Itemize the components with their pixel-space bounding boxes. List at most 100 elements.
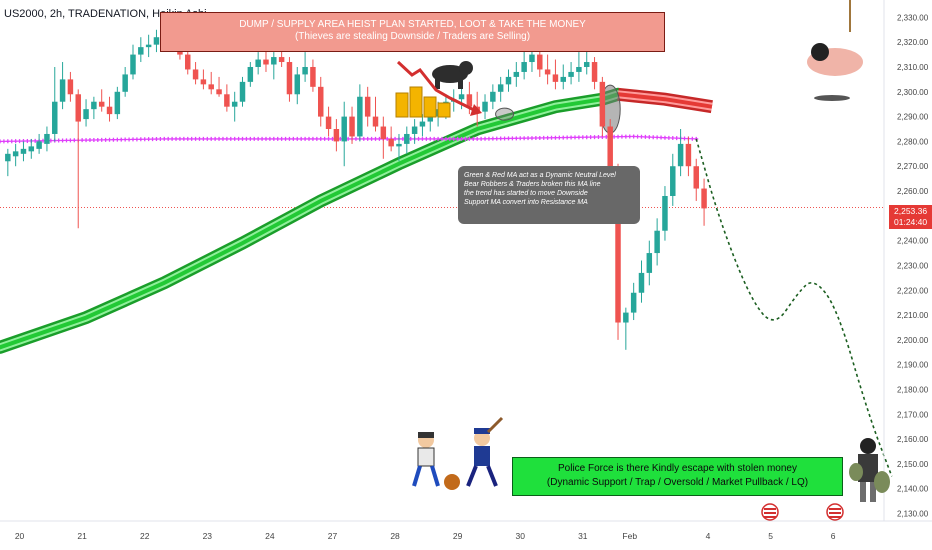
candle-body [59, 79, 66, 102]
hanging-robber-icon [807, 0, 863, 101]
magenta-ma-marker [651, 135, 656, 140]
magenta-ma-marker [142, 137, 147, 142]
candle-body [560, 76, 566, 82]
magenta-ma-marker [494, 136, 499, 141]
magenta-ma-marker [670, 136, 675, 141]
price-tick-label: 2,300.00 [897, 88, 929, 97]
date-tick-label: 30 [515, 531, 525, 541]
magenta-ma-marker [267, 136, 272, 141]
price-tick-label: 2,160.00 [897, 435, 929, 444]
candle-body [607, 126, 613, 172]
magenta-ma-marker [549, 135, 554, 140]
candle-body [75, 94, 81, 122]
magenta-ma-marker [682, 136, 687, 141]
candle-body [466, 94, 473, 107]
us-flag-event-icon[interactable] [761, 503, 779, 521]
money-bag-icon [444, 474, 460, 490]
ma-annotation-note: Green & Red MA act as a Dynamic Neutral … [458, 166, 640, 224]
banner-line: (Dynamic Support / Trap / Oversold / Mar… [546, 477, 809, 488]
magenta-ma-marker [420, 136, 425, 141]
magenta-ma-marker [260, 136, 265, 141]
note-line: Bear Robbers & Traders broken this MA li… [464, 181, 601, 188]
magenta-ma-marker [134, 137, 139, 142]
candle-body [388, 138, 394, 147]
magenta-ma-marker [130, 137, 135, 142]
magenta-ma-marker [318, 136, 323, 141]
projection-line [695, 138, 893, 477]
date-tick-label: 28 [390, 531, 400, 541]
police-support-banner: Police Force is there Kindly escape with… [512, 457, 843, 496]
candle-body [396, 143, 402, 147]
moving-averages [0, 84, 713, 354]
magenta-ma-marker [365, 136, 370, 141]
magenta-ma-marker [80, 138, 85, 143]
candle-body [36, 141, 42, 149]
magenta-ma-marker [424, 136, 429, 141]
candle-body [67, 79, 74, 95]
date-tick-label: 24 [265, 531, 275, 541]
magenta-ma-marker [674, 136, 679, 141]
price-tick-label: 2,170.00 [897, 410, 929, 419]
magenta-ma-marker [197, 136, 202, 141]
candle-body [44, 133, 50, 144]
us-flag-event-icon[interactable] [826, 503, 844, 521]
time-axis[interactable]: 20 21 22 23 24 27 28 29 30 31 Feb 4 5 6 [0, 520, 932, 541]
magenta-ma-marker [436, 136, 441, 141]
magenta-ma-marker [361, 136, 366, 141]
magenta-ma-marker [146, 137, 151, 142]
magenta-ma-marker [373, 136, 378, 141]
magenta-ma-marker [60, 138, 65, 143]
candle-body [333, 129, 340, 142]
magenta-ma-marker [502, 136, 507, 141]
candle-body [638, 272, 645, 293]
magenta-ma-marker [506, 136, 511, 141]
price-tick-label: 2,240.00 [897, 237, 929, 246]
magenta-ma-marker [174, 136, 179, 141]
candle-body [12, 151, 19, 157]
date-tick-label: 31 [578, 531, 588, 541]
magenta-ma-marker [123, 137, 128, 142]
note-line: Green & Red MA act as a Dynamic Neutral … [464, 172, 616, 179]
magenta-ma-marker [662, 135, 667, 140]
magenta-ma-marker [483, 136, 488, 141]
magenta-ma-marker [91, 137, 96, 142]
down-arrow-icon [396, 60, 482, 116]
magenta-ma-marker [510, 136, 515, 141]
price-tick-label: 2,140.00 [897, 485, 929, 494]
magenta-ma-marker [240, 136, 245, 141]
candle-body [552, 74, 559, 82]
candle-body [349, 116, 355, 137]
candle-body [28, 146, 35, 152]
date-tick-label: 27 [328, 531, 338, 541]
candle-body [458, 94, 465, 100]
current-price-tag: 2,253.36 01:24:40 [889, 205, 932, 229]
magenta-ma-marker [659, 135, 664, 140]
red-ma-line [617, 92, 713, 109]
date-tick-label: 22 [140, 531, 150, 541]
magenta-ma-marker [158, 136, 163, 141]
magenta-ma-marker [9, 139, 14, 144]
magenta-ma-marker [416, 136, 421, 141]
candle-body [662, 195, 668, 231]
candle-body [372, 116, 379, 127]
magenta-ma-marker [635, 134, 640, 139]
magenta-ma-marker [428, 136, 433, 141]
current-price-value: 2,253.36 [894, 206, 928, 216]
candle-body [505, 76, 512, 85]
magenta-ma-marker [138, 137, 143, 142]
candle-body [529, 54, 535, 63]
bear-icon [432, 61, 473, 89]
magenta-ma-marker [307, 136, 312, 141]
price-tick-label: 2,310.00 [897, 63, 929, 72]
magenta-ma-marker [616, 134, 621, 139]
candle-body [427, 116, 434, 122]
magenta-ma-marker [295, 136, 300, 141]
magenta-ma-marker [0, 139, 2, 144]
magenta-ma-marker [486, 136, 491, 141]
magenta-ma-marker [631, 134, 636, 139]
bar-countdown: 01:24:40 [894, 217, 928, 227]
magenta-ma-marker [193, 136, 198, 141]
magenta-ma-marker [565, 135, 570, 140]
candle-body [583, 62, 590, 67]
